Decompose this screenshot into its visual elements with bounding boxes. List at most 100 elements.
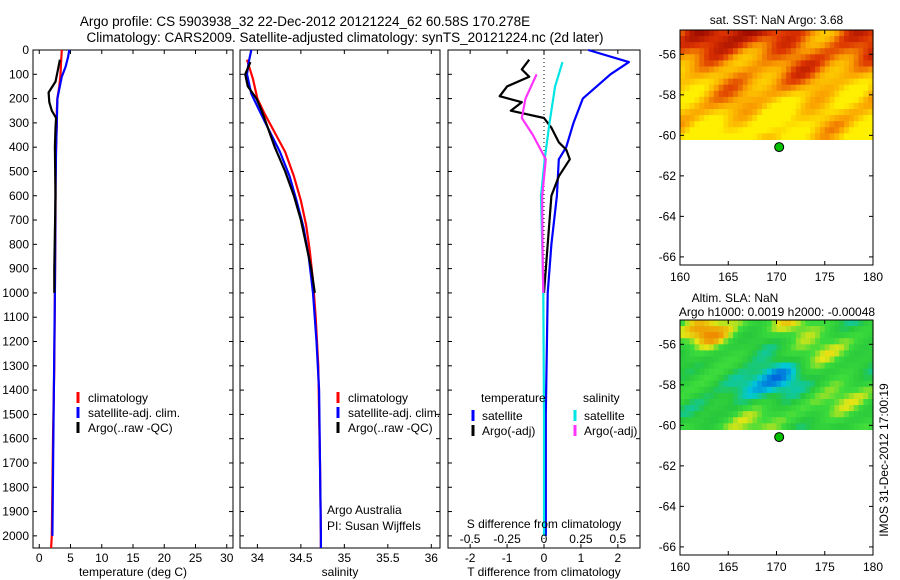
- field-cell: [815, 78, 821, 86]
- field-cell: [863, 72, 869, 80]
- field-cell: [757, 356, 763, 364]
- field-cell: [863, 386, 869, 394]
- field-cell: [694, 78, 700, 86]
- field-cell: [694, 66, 700, 74]
- field-cell: [708, 362, 715, 370]
- field-cell: [844, 121, 850, 128]
- field-cell: [790, 96, 797, 104]
- field-cell: [742, 42, 749, 49]
- field-cell: [863, 338, 869, 345]
- field-cell: [781, 344, 787, 351]
- field-cell: [868, 356, 874, 364]
- field-cell: [684, 54, 691, 61]
- field-cell: [694, 338, 700, 345]
- field-cell: [699, 54, 705, 61]
- field-cell: [815, 374, 821, 382]
- field-cell: [699, 362, 705, 370]
- field-cell: [704, 399, 710, 406]
- field-cell: [805, 48, 811, 55]
- field-cell: [805, 411, 811, 418]
- field-cell: [752, 332, 758, 339]
- temperature-xlabel: temperature (deg C): [79, 565, 187, 579]
- field-cell: [704, 60, 710, 68]
- field-cell: [766, 42, 773, 49]
- field-cell: [723, 417, 729, 424]
- field-cell: [853, 30, 860, 37]
- field-cell: [844, 356, 850, 364]
- field-cell: [757, 72, 763, 80]
- field-cell: [868, 42, 874, 49]
- field-cell: [863, 90, 869, 98]
- field-cell: [824, 386, 831, 394]
- field-cell: [844, 417, 850, 424]
- field-cell: [805, 102, 811, 110]
- field-cell: [790, 102, 797, 110]
- field-cell: [708, 326, 715, 333]
- field-cell: [742, 374, 749, 382]
- field-cell: [795, 115, 802, 122]
- field-cell: [829, 350, 835, 358]
- field-cell: [848, 90, 855, 98]
- field-cell: [824, 90, 831, 98]
- field-cell: [762, 60, 768, 68]
- difference-xlabel: T difference from climatology: [467, 565, 621, 579]
- field-cell: [853, 60, 860, 68]
- difference-top-tick-label: 0.5: [610, 532, 627, 546]
- field-cell: [757, 96, 763, 104]
- field-cell: [718, 36, 725, 43]
- field-cell: [805, 115, 811, 122]
- field-cell: [844, 362, 850, 370]
- field-cell: [834, 54, 840, 61]
- field-cell: [771, 30, 778, 37]
- field-cell: [704, 332, 710, 339]
- field-cell: [790, 368, 797, 376]
- field-cell: [766, 344, 773, 351]
- field-cell: [819, 133, 826, 140]
- field-cell: [699, 374, 705, 382]
- field-cell: [824, 362, 831, 370]
- field-cell: [680, 344, 686, 351]
- field-cell: [776, 405, 782, 412]
- field-cell: [848, 386, 855, 394]
- field-cell: [863, 121, 869, 128]
- field-cell: [868, 380, 874, 388]
- field-cell: [718, 84, 725, 92]
- field-cell: [863, 368, 869, 376]
- field-cell: [824, 399, 831, 406]
- field-cell: [819, 96, 826, 104]
- field-cell: [795, 84, 802, 92]
- field-cell: [752, 417, 758, 424]
- field-cell: [848, 380, 855, 388]
- field-cell: [805, 320, 811, 327]
- field-cell: [723, 374, 729, 382]
- field-cell: [800, 66, 807, 74]
- field-cell: [829, 362, 835, 370]
- field-cell: [844, 30, 850, 37]
- field-cell: [708, 90, 715, 98]
- field-cell: [781, 417, 787, 424]
- field-cell: [853, 78, 860, 86]
- field-cell: [800, 405, 807, 412]
- field-cell: [733, 399, 739, 406]
- field-cell: [795, 386, 802, 394]
- field-cell: [781, 42, 787, 49]
- field-cell: [718, 115, 725, 122]
- field-cell: [680, 42, 686, 49]
- field-cell: [844, 72, 850, 80]
- field-cell: [699, 411, 705, 418]
- field-cell: [834, 109, 840, 116]
- field-cell: [757, 386, 763, 394]
- field-cell: [824, 326, 831, 333]
- field-cell: [723, 356, 729, 364]
- field-cell: [752, 399, 758, 406]
- field-cell: [704, 411, 710, 418]
- field-cell: [747, 411, 753, 418]
- field-cell: [728, 72, 734, 80]
- field-cell: [699, 332, 705, 339]
- difference-xtick-label: -2: [465, 551, 476, 565]
- field-cell: [733, 326, 739, 333]
- field-cell: [810, 72, 816, 80]
- field-cell: [834, 127, 840, 134]
- field-cell: [684, 84, 691, 92]
